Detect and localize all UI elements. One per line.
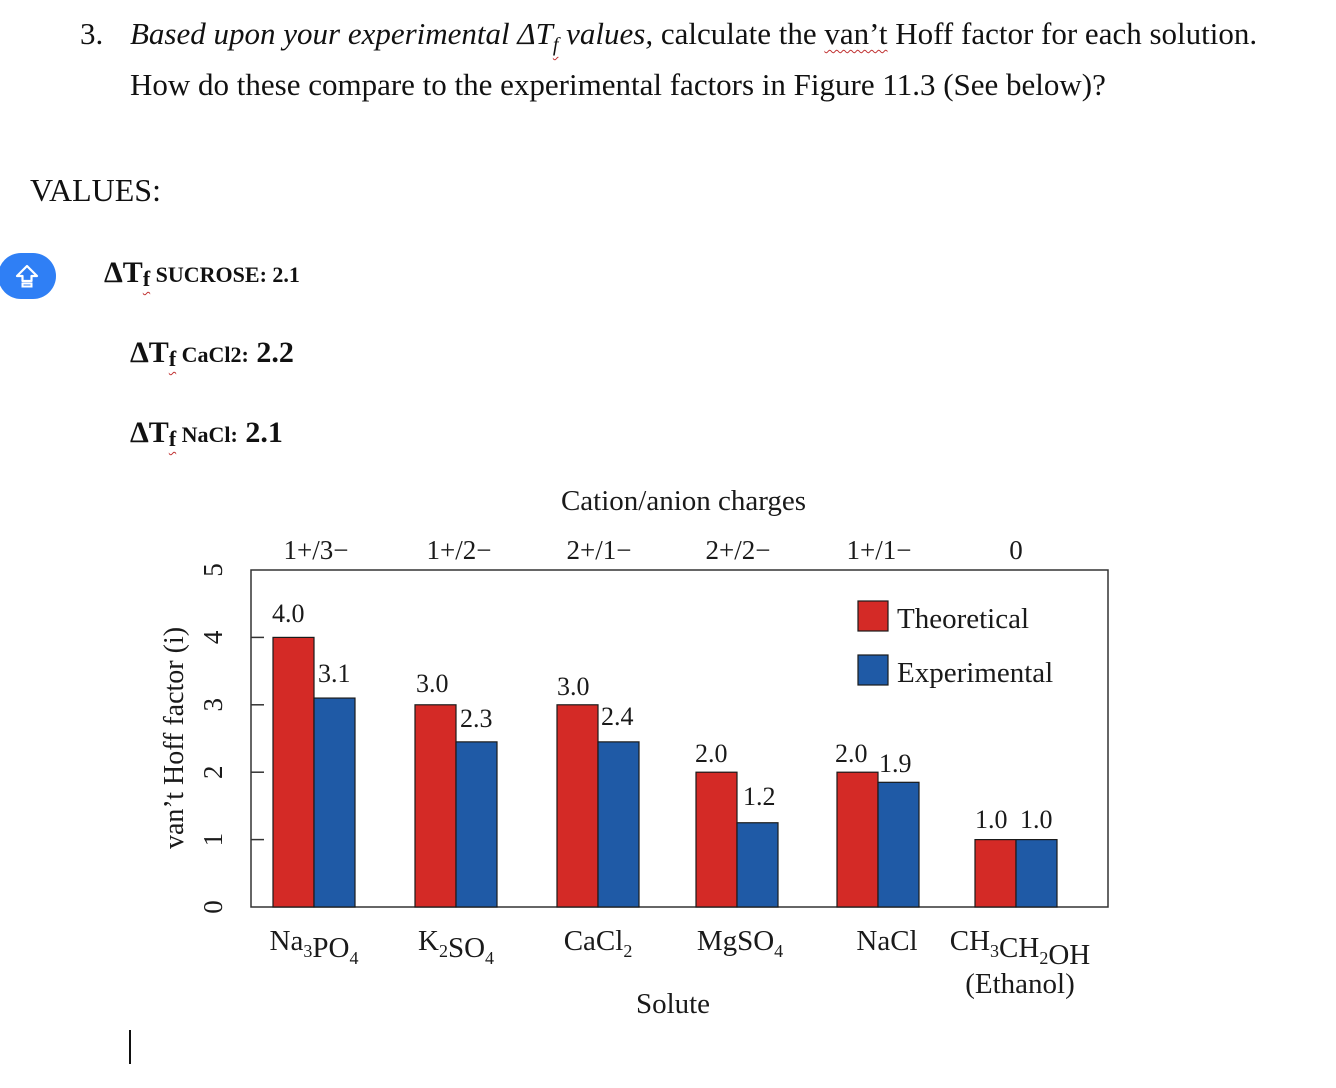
value-label-experimental: 1.9 [879,749,912,778]
bar-theoretical [695,771,738,908]
entry-value: 2.1 [266,262,300,287]
value-label-theoretical: 3.0 [416,669,449,698]
value-label-theoretical: 2.0 [695,739,728,768]
delta-sub: f [168,426,177,452]
upload-button[interactable] [0,253,56,299]
value-label-theoretical: 3.0 [557,672,590,701]
question-italic-2: values, [558,16,654,51]
value-label-theoretical: 1.0 [975,805,1008,834]
delta-tf-sucrose: ΔTf SUCROSE: 2.1 [104,256,300,292]
value-label-experimental: 2.3 [460,704,493,733]
y-tick-label: 2 [198,765,228,779]
bar-theoretical [272,636,315,908]
bar-theoretical [556,704,599,908]
delta-tf-cacl2: ΔTf CaCl2: 2.2 [130,336,294,372]
text-cursor [129,1030,131,1064]
delta-symbol: ΔT [104,256,143,289]
bar-experimental [455,741,498,908]
bar-theoretical [836,771,879,908]
legend-swatch-theoretical [857,600,889,632]
category-label: NaCl [856,925,917,957]
charge-label: 0 [1009,535,1023,565]
question-plain-2: Hoff factor for each solution. How do th… [130,16,1258,103]
chart-title: Cation/anion charges [561,485,806,517]
category-sublabel: (Ethanol) [965,968,1075,1000]
value-label-theoretical: 4.0 [272,599,305,628]
plot-frame [250,569,1109,908]
vant-hoff-bar-chart: Cation/anion charges 1+/3− 1+/2− 2+/1− 2+/2−… [159,485,1109,1020]
bar-experimental [313,697,356,908]
category-label: CaCl2 [564,925,633,961]
question-sub-f: f [552,34,559,57]
y-tick-label: 1 [198,833,228,847]
legend-label-experimental: Experimental [897,657,1053,689]
question-vant: van’t [824,16,888,51]
category-label: Na3PO4 [270,925,359,968]
question-number: 3. [80,16,104,51]
y-tick-label: 4 [198,630,228,644]
category-label: K2SO4 [418,925,494,968]
values-heading: VALUES: [30,172,161,208]
bar-theoretical [414,704,457,908]
delta-sub: f [168,346,177,372]
value-label-theoretical: 2.0 [835,739,868,768]
question-italic-1: Based upon your experimental [130,16,518,51]
category-label: CH3CH2OH [950,925,1091,971]
x-axis-label: Solute [636,988,710,1020]
entry-value: 2.1 [237,416,283,449]
entry-label: CaCl2: [176,342,249,367]
y-tick-label: 3 [198,698,228,712]
category-label: MgSO4 [697,925,783,961]
bar-experimental [1015,839,1058,908]
delta-sub: f [142,266,151,292]
bar-experimental [877,781,920,908]
bar-theoretical [974,839,1017,908]
value-label-experimental: 2.4 [601,702,634,731]
entry-label: SUCROSE: [150,262,267,287]
value-label-experimental: 3.1 [318,659,351,688]
bar-experimental [736,822,779,908]
question-text: Based upon your experimental ΔTf values,… [130,14,1290,105]
entry-label: NaCl: [176,422,238,447]
value-label-experimental: 1.2 [743,782,776,811]
upload-arrow-icon [15,264,39,288]
delta-tf-nacl: ΔTf NaCl: 2.1 [130,416,283,452]
y-tick-label: 0 [198,900,228,914]
y-tick-label: 5 [198,563,228,577]
question-delta: ΔT [517,16,553,51]
delta-symbol: ΔT [130,416,169,449]
entry-value: 2.2 [248,336,294,369]
charge-label: 1+/1− [847,535,912,565]
value-label-experimental: 1.0 [1020,805,1053,834]
legend-label-theoretical: Theoretical [897,603,1029,635]
delta-symbol: ΔT [130,336,169,369]
legend-swatch-experimental [857,654,889,686]
bar-experimental [597,741,640,908]
charge-label: 1+/3− [284,535,349,565]
question-plain-1: calculate the [653,16,825,51]
charge-label: 2+/1− [567,535,632,565]
charge-label: 2+/2− [706,535,771,565]
charge-label: 1+/2− [427,535,492,565]
y-axis-label: van’t Hoff factor (i) [159,627,190,849]
